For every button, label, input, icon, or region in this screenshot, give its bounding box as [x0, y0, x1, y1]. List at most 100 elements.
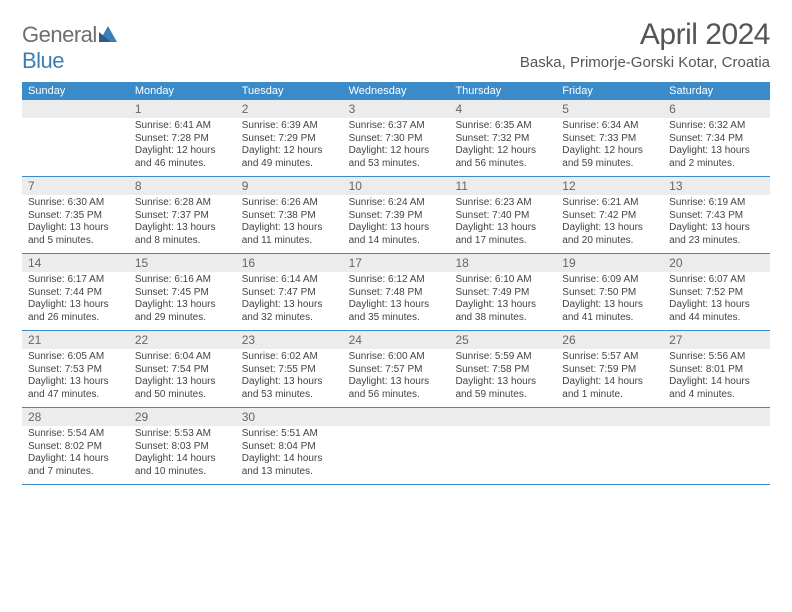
sunset-text: Sunset: 7:44 PM: [28, 287, 123, 300]
sunset-text: Sunset: 7:34 PM: [669, 133, 764, 146]
dow-sun: Sunday: [22, 82, 129, 100]
sunrise-text: Sunrise: 6:37 AM: [349, 120, 444, 133]
day-cell: Sunrise: 6:04 AMSunset: 7:54 PMDaylight:…: [129, 349, 236, 407]
sunset-text: Sunset: 7:43 PM: [669, 210, 764, 223]
day-body-row: Sunrise: 6:17 AMSunset: 7:44 PMDaylight:…: [22, 272, 770, 331]
day-cell: Sunrise: 6:00 AMSunset: 7:57 PMDaylight:…: [343, 349, 450, 407]
sunset-text: Sunset: 7:54 PM: [135, 364, 230, 377]
daylight-text: Daylight: 13 hours and 20 minutes.: [562, 222, 657, 247]
day-number: [556, 408, 663, 426]
day-number: 28: [22, 408, 129, 426]
sunrise-text: Sunrise: 6:09 AM: [562, 274, 657, 287]
sunset-text: Sunset: 7:40 PM: [455, 210, 550, 223]
day-number: 26: [556, 331, 663, 349]
day-number: 3: [343, 100, 450, 118]
daylight-text: Daylight: 13 hours and 35 minutes.: [349, 299, 444, 324]
daylight-text: Daylight: 14 hours and 13 minutes.: [242, 453, 337, 478]
day-number: 2: [236, 100, 343, 118]
sunrise-text: Sunrise: 6:35 AM: [455, 120, 550, 133]
day-cell: Sunrise: 6:26 AMSunset: 7:38 PMDaylight:…: [236, 195, 343, 253]
daylight-text: Daylight: 12 hours and 46 minutes.: [135, 145, 230, 170]
day-cell: Sunrise: 6:17 AMSunset: 7:44 PMDaylight:…: [22, 272, 129, 330]
sunrise-text: Sunrise: 6:30 AM: [28, 197, 123, 210]
dow-thu: Thursday: [449, 82, 556, 100]
day-number: 16: [236, 254, 343, 272]
day-number: [22, 100, 129, 118]
daylight-text: Daylight: 13 hours and 32 minutes.: [242, 299, 337, 324]
day-cell: Sunrise: 5:54 AMSunset: 8:02 PMDaylight:…: [22, 426, 129, 484]
day-cell: Sunrise: 6:19 AMSunset: 7:43 PMDaylight:…: [663, 195, 770, 253]
day-number: 12: [556, 177, 663, 195]
sunrise-text: Sunrise: 6:00 AM: [349, 351, 444, 364]
daylight-text: Daylight: 13 hours and 56 minutes.: [349, 376, 444, 401]
daylight-text: Daylight: 13 hours and 8 minutes.: [135, 222, 230, 247]
sunset-text: Sunset: 7:42 PM: [562, 210, 657, 223]
day-number: [343, 408, 450, 426]
day-cell: Sunrise: 6:34 AMSunset: 7:33 PMDaylight:…: [556, 118, 663, 176]
day-number: 29: [129, 408, 236, 426]
sunrise-text: Sunrise: 6:28 AM: [135, 197, 230, 210]
sunrise-text: Sunrise: 6:05 AM: [28, 351, 123, 364]
daylight-text: Daylight: 12 hours and 49 minutes.: [242, 145, 337, 170]
location-subtitle: Baska, Primorje-Gorski Kotar, Croatia: [520, 54, 770, 71]
sunrise-text: Sunrise: 6:19 AM: [669, 197, 764, 210]
day-cell: Sunrise: 5:51 AMSunset: 8:04 PMDaylight:…: [236, 426, 343, 484]
sunset-text: Sunset: 7:47 PM: [242, 287, 337, 300]
sunset-text: Sunset: 7:37 PM: [135, 210, 230, 223]
day-number: 15: [129, 254, 236, 272]
day-number: 17: [343, 254, 450, 272]
day-cell: Sunrise: 6:07 AMSunset: 7:52 PMDaylight:…: [663, 272, 770, 330]
day-cell: Sunrise: 6:32 AMSunset: 7:34 PMDaylight:…: [663, 118, 770, 176]
sunrise-text: Sunrise: 6:07 AM: [669, 274, 764, 287]
sunrise-text: Sunrise: 5:53 AM: [135, 428, 230, 441]
day-body-row: Sunrise: 5:54 AMSunset: 8:02 PMDaylight:…: [22, 426, 770, 485]
day-cell: Sunrise: 6:12 AMSunset: 7:48 PMDaylight:…: [343, 272, 450, 330]
day-number: 19: [556, 254, 663, 272]
day-cell: Sunrise: 6:02 AMSunset: 7:55 PMDaylight:…: [236, 349, 343, 407]
day-number: 9: [236, 177, 343, 195]
sunset-text: Sunset: 7:35 PM: [28, 210, 123, 223]
daylight-text: Daylight: 13 hours and 26 minutes.: [28, 299, 123, 324]
day-number: 11: [449, 177, 556, 195]
sunrise-text: Sunrise: 6:23 AM: [455, 197, 550, 210]
day-number: [663, 408, 770, 426]
daylight-text: Daylight: 13 hours and 50 minutes.: [135, 376, 230, 401]
day-body-row: Sunrise: 6:05 AMSunset: 7:53 PMDaylight:…: [22, 349, 770, 408]
day-of-week-header: Sunday Monday Tuesday Wednesday Thursday…: [22, 82, 770, 100]
sunset-text: Sunset: 7:28 PM: [135, 133, 230, 146]
day-number: 4: [449, 100, 556, 118]
logo-text: General Blue: [22, 22, 117, 74]
day-number: 6: [663, 100, 770, 118]
sunset-text: Sunset: 7:48 PM: [349, 287, 444, 300]
title-block: April 2024 Baska, Primorje-Gorski Kotar,…: [520, 18, 770, 71]
daylight-text: Daylight: 13 hours and 11 minutes.: [242, 222, 337, 247]
sunrise-text: Sunrise: 5:57 AM: [562, 351, 657, 364]
logo-triangle-icon: [99, 22, 117, 48]
sunset-text: Sunset: 7:52 PM: [669, 287, 764, 300]
sunset-text: Sunset: 7:59 PM: [562, 364, 657, 377]
month-title: April 2024: [520, 18, 770, 52]
day-number: 23: [236, 331, 343, 349]
sunrise-text: Sunrise: 6:16 AM: [135, 274, 230, 287]
daylight-text: Daylight: 13 hours and 29 minutes.: [135, 299, 230, 324]
day-cell: Sunrise: 6:10 AMSunset: 7:49 PMDaylight:…: [449, 272, 556, 330]
day-number-row: 21222324252627: [22, 331, 770, 349]
day-number: 21: [22, 331, 129, 349]
sunset-text: Sunset: 8:03 PM: [135, 441, 230, 454]
day-body-row: Sunrise: 6:41 AMSunset: 7:28 PMDaylight:…: [22, 118, 770, 177]
day-number: [449, 408, 556, 426]
calendar-page: General Blue April 2024 Baska, Primorje-…: [0, 0, 792, 495]
logo-text-a: General: [22, 22, 97, 47]
sunset-text: Sunset: 7:57 PM: [349, 364, 444, 377]
day-body-row: Sunrise: 6:30 AMSunset: 7:35 PM Daylight:…: [22, 195, 770, 254]
sunrise-text: Sunrise: 6:04 AM: [135, 351, 230, 364]
day-cell: Sunrise: 6:21 AMSunset: 7:42 PMDaylight:…: [556, 195, 663, 253]
day-number: 24: [343, 331, 450, 349]
dow-sat: Saturday: [663, 82, 770, 100]
daylight-text: Daylight: 13 hours and 14 minutes.: [349, 222, 444, 247]
daylight-text: Daylight: 13 hours and 47 minutes.: [28, 376, 123, 401]
daylight-text: Daylight: 12 hours and 56 minutes.: [455, 145, 550, 170]
sunrise-text: Sunrise: 6:17 AM: [28, 274, 123, 287]
daylight-text: Daylight: 13 hours and 59 minutes.: [455, 376, 550, 401]
day-cell: Sunrise: 5:59 AMSunset: 7:58 PMDaylight:…: [449, 349, 556, 407]
